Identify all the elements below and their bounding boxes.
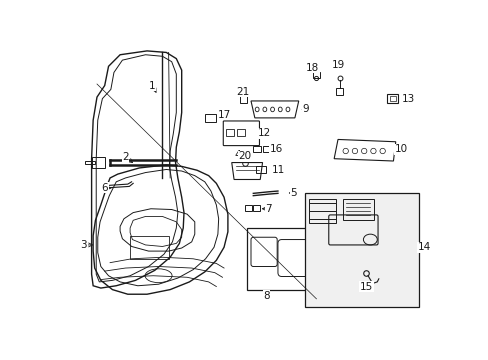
Bar bbox=[240, 96, 246, 103]
Text: 16: 16 bbox=[269, 144, 283, 154]
Text: 19: 19 bbox=[331, 60, 344, 70]
Bar bbox=[305, 193, 418, 307]
Text: 10: 10 bbox=[394, 144, 407, 154]
Text: 14: 14 bbox=[417, 242, 430, 252]
Bar bbox=[312, 72, 320, 78]
Bar bbox=[343, 199, 373, 220]
Text: 3: 3 bbox=[81, 240, 87, 250]
Text: 17: 17 bbox=[217, 110, 230, 120]
Text: 20: 20 bbox=[238, 152, 251, 161]
Text: 18: 18 bbox=[305, 63, 319, 73]
Bar bbox=[256, 166, 266, 173]
Text: 15: 15 bbox=[359, 282, 372, 292]
Bar bbox=[244, 205, 251, 211]
Bar bbox=[246, 228, 320, 289]
Text: 4: 4 bbox=[234, 150, 241, 160]
Text: 7: 7 bbox=[265, 204, 271, 214]
Text: 9: 9 bbox=[302, 104, 308, 114]
Text: 5: 5 bbox=[289, 188, 296, 198]
Text: 6: 6 bbox=[101, 183, 108, 193]
Text: 2: 2 bbox=[122, 152, 128, 162]
Bar bbox=[262, 145, 270, 152]
Text: 11: 11 bbox=[271, 165, 284, 175]
Bar bbox=[204, 114, 215, 122]
Text: 12: 12 bbox=[257, 128, 270, 138]
Bar bbox=[253, 205, 260, 211]
Text: 21: 21 bbox=[235, 87, 249, 97]
Text: 1: 1 bbox=[149, 81, 156, 91]
Bar bbox=[336, 88, 342, 95]
Text: 13: 13 bbox=[402, 94, 415, 104]
Bar bbox=[253, 145, 261, 152]
Bar bbox=[226, 129, 234, 136]
Bar bbox=[389, 96, 395, 101]
Bar bbox=[237, 129, 244, 136]
Bar bbox=[308, 199, 336, 223]
Bar bbox=[386, 94, 397, 103]
Text: 8: 8 bbox=[263, 291, 269, 301]
Bar bbox=[130, 236, 168, 259]
